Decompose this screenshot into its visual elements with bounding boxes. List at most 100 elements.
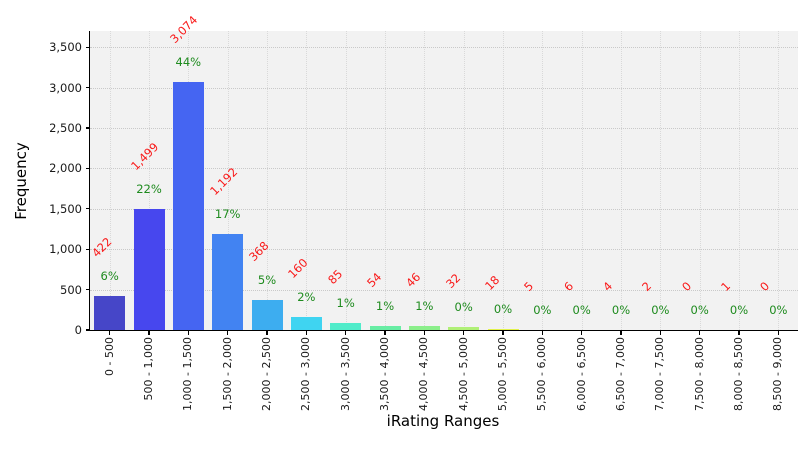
x-axis-tick xyxy=(227,331,229,335)
bar xyxy=(251,300,283,330)
bar-pct-label: 0% xyxy=(729,302,749,317)
bar-pct-label: 5% xyxy=(257,273,277,288)
x-axis-tick xyxy=(305,331,308,335)
gridline-horizontal xyxy=(90,168,798,170)
bar-pct-label: 22% xyxy=(136,181,162,196)
y-axis-tick xyxy=(85,127,90,129)
bar xyxy=(408,326,440,330)
gridline-horizontal xyxy=(90,289,798,291)
bar-pct-label: 44% xyxy=(175,54,202,69)
gridline-vertical xyxy=(463,31,465,330)
bar-pct-label: 0% xyxy=(572,302,591,317)
gridline-vertical xyxy=(267,31,268,330)
gridline-vertical xyxy=(345,31,347,330)
x-tick-label: 4,500 - 5,000 xyxy=(456,337,470,411)
x-tick-label: 3,500 - 4,000 xyxy=(378,337,391,411)
gridline-vertical xyxy=(739,31,740,330)
x-tick-label: 1,500 - 2,000 xyxy=(220,337,234,411)
y-tick-label: 2,000 xyxy=(49,161,82,176)
x-tick-label: 8,500 - 9,000 xyxy=(771,337,785,411)
y-tick-label: 1,500 xyxy=(49,201,82,216)
x-tick-label: 7,000 - 7,500 xyxy=(653,337,667,411)
bar-pct-label: 0% xyxy=(690,303,709,317)
x-axis-tick xyxy=(777,331,780,335)
gridline-vertical xyxy=(227,31,229,330)
x-tick-label: 5,000 - 5,500 xyxy=(496,337,509,411)
x-axis-tick xyxy=(187,331,190,335)
plot-area xyxy=(90,31,798,330)
bar-pct-label: 0% xyxy=(493,301,513,316)
bar-pct-label: 1% xyxy=(336,296,355,311)
x-axis-spine xyxy=(89,330,798,332)
bar xyxy=(94,295,126,330)
gridline-vertical xyxy=(778,31,780,330)
x-axis-title: iRating Ranges xyxy=(386,412,500,430)
y-tick-label: 0 xyxy=(74,323,82,337)
y-axis-spine xyxy=(89,31,91,331)
x-tick-label: 2,000 - 2,500 xyxy=(260,337,273,411)
y-tick-label: 3,500 xyxy=(49,40,82,55)
bar-pct-label: 1% xyxy=(415,299,434,314)
x-tick-label: 0 - 500 xyxy=(102,337,116,376)
x-axis-tick xyxy=(423,331,426,335)
bar-pct-label: 6% xyxy=(100,268,119,283)
bar-pct-label: 0% xyxy=(769,303,788,317)
gridline-horizontal xyxy=(90,249,798,251)
gridline-vertical xyxy=(621,31,622,330)
bar-pct-label: 0% xyxy=(651,302,670,317)
x-axis-tick xyxy=(384,331,386,335)
bar-pct-label: 0% xyxy=(611,302,631,317)
bar-pct-label: 17% xyxy=(214,206,241,221)
gridline-vertical xyxy=(109,31,111,330)
gridline-vertical xyxy=(385,31,386,330)
gridline-horizontal xyxy=(90,208,798,210)
y-tick-label: 3,000 xyxy=(49,80,82,95)
y-axis-tick xyxy=(85,288,90,291)
x-axis-tick xyxy=(109,331,111,335)
x-tick-label: 6,000 - 6,500 xyxy=(574,337,588,411)
gridline-vertical xyxy=(306,31,308,330)
bar-pct-label: 1% xyxy=(375,298,395,313)
y-axis-title: Frequency xyxy=(12,142,30,220)
bar xyxy=(369,325,401,330)
bar xyxy=(133,208,165,330)
bar-pct-label: 0% xyxy=(454,300,473,315)
x-axis-tick xyxy=(502,331,504,335)
x-axis-tick xyxy=(659,331,662,335)
bar xyxy=(212,233,244,330)
gridline-horizontal xyxy=(90,87,798,89)
x-axis-tick xyxy=(699,331,701,335)
y-axis-tick xyxy=(85,167,90,170)
gridline-vertical xyxy=(424,31,426,330)
bar xyxy=(290,317,322,330)
bar-pct-label: 2% xyxy=(297,290,316,305)
y-tick-label: 500 xyxy=(60,282,82,297)
y-axis-tick xyxy=(85,208,90,210)
y-axis-tick xyxy=(85,46,90,48)
y-tick-label: 1,000 xyxy=(49,242,82,257)
x-axis-tick xyxy=(541,331,544,335)
x-axis-tick xyxy=(463,331,465,335)
x-axis-tick xyxy=(266,331,268,335)
gridline-horizontal xyxy=(90,127,798,129)
y-axis-tick xyxy=(85,329,90,331)
bar-pct-label: 0% xyxy=(533,302,552,317)
gridline-vertical xyxy=(660,31,662,330)
gridline-vertical xyxy=(699,31,701,330)
x-axis-tick xyxy=(148,331,150,335)
x-tick-label: 6,500 - 7,000 xyxy=(614,337,627,411)
x-axis-tick xyxy=(345,331,347,335)
y-axis-tick xyxy=(85,86,90,89)
x-tick-label: 500 - 1,000 xyxy=(142,337,155,401)
bar xyxy=(172,81,204,330)
x-tick-label: 1,000 - 1,500 xyxy=(181,337,195,411)
x-axis-tick xyxy=(581,331,583,335)
x-tick-label: 8,000 - 8,500 xyxy=(732,337,745,411)
gridline-vertical xyxy=(149,31,150,330)
gridline-vertical xyxy=(503,31,504,330)
y-axis-tick xyxy=(85,248,90,250)
x-tick-label: 7,500 - 8,000 xyxy=(692,337,706,411)
x-axis-tick xyxy=(738,331,740,335)
gridline-vertical xyxy=(581,31,583,330)
